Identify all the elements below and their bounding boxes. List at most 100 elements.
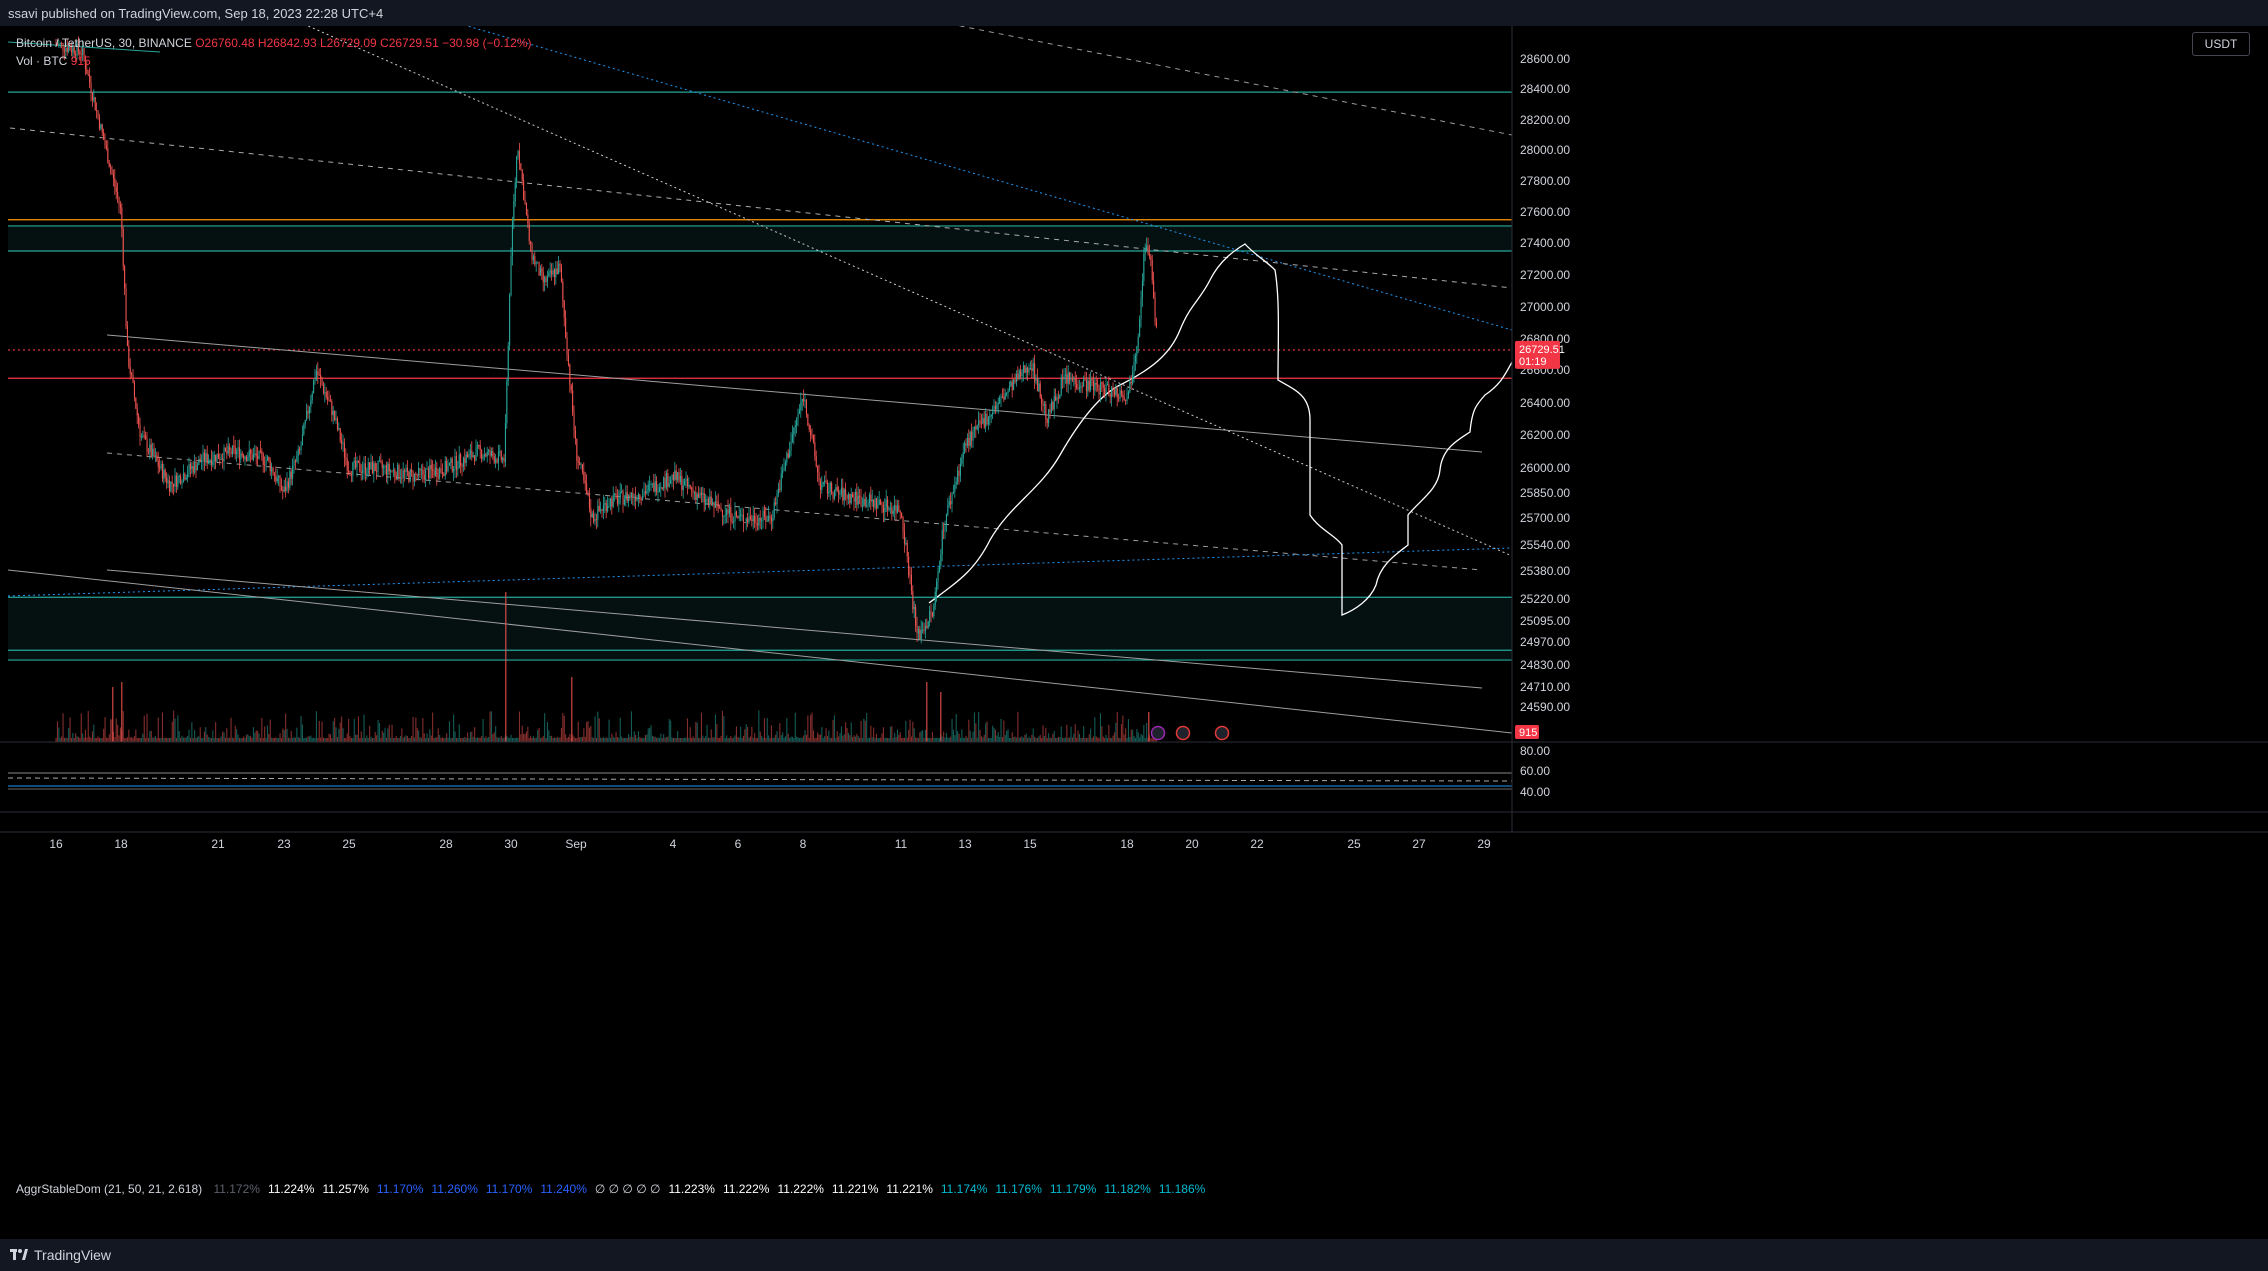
candle-body [376, 471, 378, 473]
candle-body [803, 398, 805, 402]
volume-bar [623, 738, 625, 742]
volume-bar [1102, 736, 1104, 742]
candle-body [784, 462, 786, 468]
candle-body [525, 203, 527, 215]
volume-bar [510, 734, 512, 742]
candle-body [182, 473, 184, 482]
volume-bar [310, 735, 312, 742]
volume-bar [1022, 737, 1024, 742]
volume-bar [83, 737, 85, 742]
candle-body [565, 317, 567, 338]
volume-bar [887, 737, 889, 742]
volume-bar [167, 737, 169, 742]
volume-bar [328, 733, 330, 742]
currency-button[interactable]: USDT [2192, 32, 2250, 56]
candle-body [269, 460, 271, 472]
volume-bar [451, 737, 453, 742]
tradingview-logo[interactable]: TradingView [10, 1247, 111, 1263]
candle-body [779, 488, 781, 490]
candle-body [1050, 402, 1052, 413]
volume-bar [773, 737, 775, 742]
candle-body [68, 46, 70, 52]
candle-body [370, 461, 372, 470]
volume-bar [58, 727, 60, 742]
candle-body [1071, 379, 1073, 381]
price-chart[interactable]: 28600.0028400.0028200.0028000.0027800.00… [0, 26, 2268, 1239]
candle-body [570, 384, 572, 391]
candle-body [640, 498, 642, 501]
volume-bar [636, 737, 638, 742]
volume-bar [959, 737, 961, 742]
volume-bar [73, 737, 75, 742]
volume-bar [863, 718, 865, 742]
candle-body [674, 470, 676, 480]
candle-body [315, 371, 317, 379]
volume-bar [677, 731, 679, 742]
volume-bar [283, 729, 285, 742]
volume-bar [202, 737, 204, 742]
chart-frame[interactable]: 28600.00 28400.00 28200.00 28000.00 27800.00… [0, 26, 2268, 1239]
volume-bar [1049, 737, 1051, 742]
volume-bar [132, 737, 134, 742]
volume-bar [311, 737, 313, 742]
volume-bar [605, 737, 607, 742]
candle-body [357, 460, 359, 463]
trend-line [7, 41, 161, 53]
indicator-tick-label: 60.00 [1520, 764, 1550, 778]
volume-bar [706, 724, 708, 742]
volume-bar [871, 737, 873, 742]
candle-body [586, 483, 588, 494]
candle-body [273, 474, 275, 476]
candle-body [259, 450, 261, 452]
volume-bar [287, 737, 289, 742]
candle-body [136, 408, 138, 416]
volume-bar [626, 737, 628, 742]
time-tick-label: 28 [439, 837, 453, 851]
candle-body [532, 256, 534, 260]
candle-body [990, 414, 992, 417]
candle-body [647, 484, 649, 491]
candle-body [1091, 378, 1093, 381]
candle-body [1120, 390, 1122, 395]
volume-bar [618, 737, 620, 742]
volume-bar [227, 737, 229, 742]
candle-body [1062, 377, 1064, 380]
volume-bar [1046, 737, 1048, 742]
volume-bar [1111, 737, 1113, 742]
candle-body [663, 477, 665, 489]
candle-body [226, 450, 228, 454]
candle-body [213, 454, 215, 461]
candle-body [709, 496, 711, 504]
candle-body [588, 495, 590, 509]
volume-bar [744, 729, 746, 742]
volume-bar [521, 725, 523, 742]
volume-bar [203, 731, 205, 742]
candle-body [313, 380, 315, 394]
candle-body [608, 505, 610, 507]
candle-body [630, 492, 632, 498]
candle-body [644, 491, 646, 494]
volume-bar [524, 734, 526, 742]
candle-body [706, 499, 708, 501]
volume-bar [356, 734, 358, 742]
volume-bar [556, 736, 558, 742]
volume-bar [468, 738, 470, 742]
candle-body [924, 625, 926, 631]
volume-bar [462, 737, 464, 742]
candle-body [441, 471, 443, 475]
candle-body [523, 180, 525, 200]
candle-body [831, 482, 833, 494]
indicator-band-line [7, 777, 1513, 782]
indicator-value: 11.222% [722, 1182, 770, 1196]
volume-bar [307, 736, 309, 742]
volume-bar [580, 737, 582, 742]
candle-body [1104, 388, 1106, 394]
candle-body [481, 449, 483, 459]
candle-body [233, 445, 235, 447]
volume-bar [402, 737, 404, 742]
volume-bar [185, 737, 187, 742]
candle-body [362, 470, 364, 473]
candle-body [468, 453, 470, 458]
volume-bar [1042, 725, 1044, 742]
candle-body [535, 263, 537, 265]
